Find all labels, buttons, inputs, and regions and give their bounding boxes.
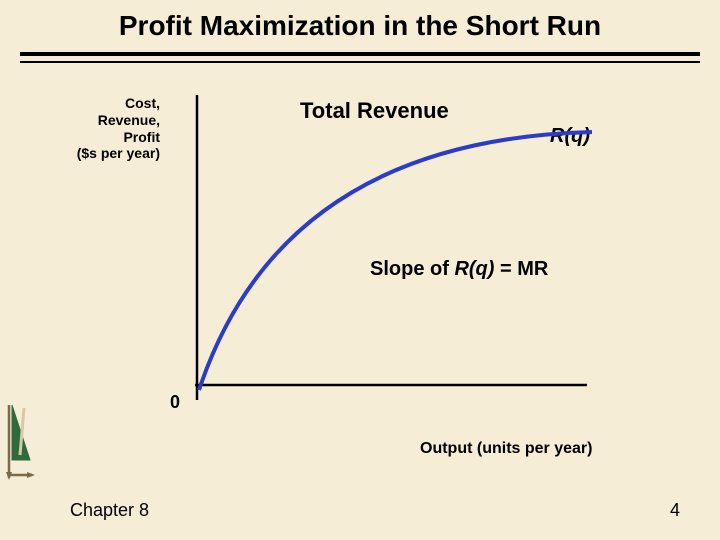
revenue-curve — [199, 132, 592, 390]
y-axis-caption: Cost,Revenue,Profit($s per year) — [20, 95, 160, 162]
origin-label: 0 — [170, 392, 180, 413]
x-axis-caption: Output (units per year) — [420, 440, 592, 458]
title-underline — [20, 52, 700, 66]
footer-chapter: Chapter 8 — [70, 500, 149, 521]
slide-title: Profit Maximization in the Short Run — [30, 10, 690, 42]
slide-notes-indicator-icon — [6, 400, 36, 480]
revenue-chart — [172, 90, 602, 410]
footer-page-number: 4 — [670, 500, 680, 521]
slide-root: Profit Maximization in the Short Run Cos… — [0, 0, 720, 540]
